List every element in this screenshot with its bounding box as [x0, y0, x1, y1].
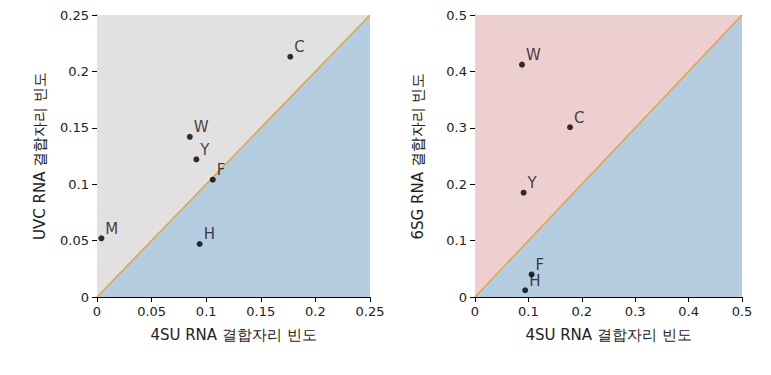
svg-text:0.1: 0.1	[68, 177, 89, 192]
svg-text:0: 0	[471, 304, 479, 319]
svg-text:M: M	[105, 220, 118, 238]
svg-text:0.25: 0.25	[356, 304, 385, 319]
svg-text:F: F	[217, 161, 226, 179]
svg-text:F: F	[535, 255, 545, 274]
svg-text:0: 0	[81, 290, 89, 305]
svg-text:0: 0	[459, 290, 467, 305]
svg-text:0.25: 0.25	[60, 8, 89, 23]
svg-text:0.3: 0.3	[625, 304, 646, 319]
svg-text:0.1: 0.1	[196, 304, 217, 319]
svg-text:0.4: 0.4	[446, 64, 467, 79]
svg-text:0.5: 0.5	[732, 304, 753, 319]
svg-text:H: H	[204, 225, 215, 243]
svg-text:0.2: 0.2	[68, 64, 89, 79]
svg-text:0.2: 0.2	[571, 304, 592, 319]
svg-text:C: C	[294, 38, 304, 56]
svg-text:Y: Y	[199, 141, 210, 159]
svg-text:W: W	[194, 118, 209, 136]
svg-text:0.4: 0.4	[678, 304, 699, 319]
svg-text:UVC RNA 결합자리 빈도: UVC RNA 결합자리 빈도	[31, 72, 49, 240]
svg-text:0.1: 0.1	[446, 233, 467, 248]
svg-text:0.15: 0.15	[60, 120, 89, 135]
svg-text:0.15: 0.15	[246, 304, 275, 319]
svg-text:0.05: 0.05	[60, 233, 89, 248]
svg-text:4SU RNA 결합자리 빈도: 4SU RNA 결합자리 빈도	[525, 326, 691, 344]
svg-text:C: C	[574, 109, 584, 127]
svg-text:0: 0	[93, 304, 101, 319]
svg-text:0.2: 0.2	[305, 304, 326, 319]
svg-text:H: H	[529, 272, 540, 290]
svg-text:Y: Y	[527, 174, 538, 192]
svg-text:0.5: 0.5	[446, 8, 467, 23]
svg-text:0.05: 0.05	[137, 304, 166, 319]
svg-text:0.2: 0.2	[446, 177, 467, 192]
svg-text:0.1: 0.1	[518, 304, 539, 319]
svg-text:0.3: 0.3	[446, 120, 467, 135]
svg-text:4SU RNA 결합자리 빈도: 4SU RNA 결합자리 빈도	[150, 326, 316, 344]
svg-text:6SG RNA 결합자리 빈도: 6SG RNA 결합자리 빈도	[409, 73, 427, 240]
svg-text:W: W	[526, 46, 541, 64]
